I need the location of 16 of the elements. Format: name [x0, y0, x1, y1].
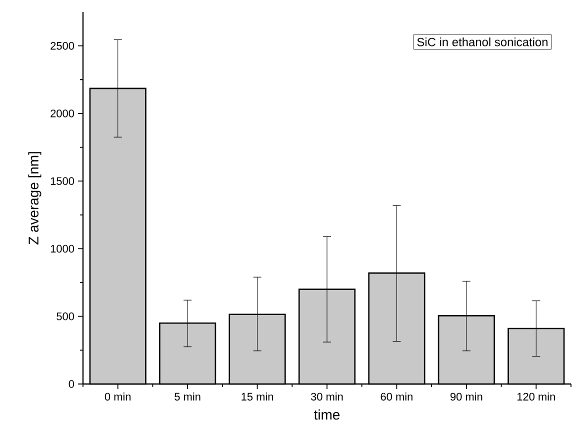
x-tick-label: 30 min	[310, 392, 343, 401]
text: SiC in ethanol sonication	[417, 38, 548, 46]
x-tick-label: 5 min	[174, 392, 200, 401]
y-tick-label: 0	[68, 380, 74, 388]
y-tick-label: 1000	[50, 244, 74, 253]
x-tick-label: 90 min	[450, 392, 482, 401]
y-axis-title: Z average [nm]	[28, 152, 42, 244]
x-tick-label: 15 min	[242, 392, 273, 401]
x-tick-label: 60 min	[380, 392, 412, 401]
y-tick-label: 2500	[50, 42, 74, 50]
y-tick-label: 1500	[50, 177, 74, 185]
y-tick-label: 2000	[50, 110, 74, 118]
y-tick-label: 500	[56, 312, 74, 320]
x-tick-label: 120 min	[517, 392, 555, 401]
x-axis-title: time	[314, 409, 340, 420]
x-tick-label: 0 min	[104, 392, 131, 401]
